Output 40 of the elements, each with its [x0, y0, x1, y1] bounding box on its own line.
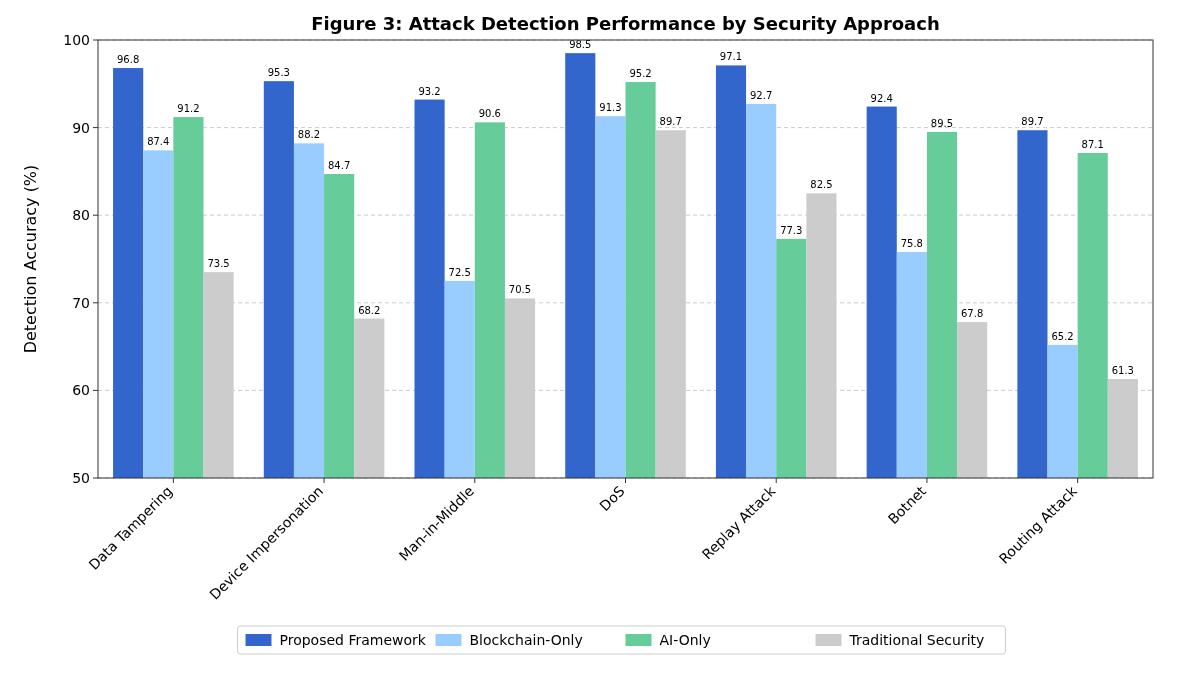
data-label: 65.2 — [1051, 330, 1074, 342]
data-label: 93.2 — [418, 85, 441, 97]
data-label: 91.2 — [177, 103, 200, 115]
data-label: 89.7 — [659, 116, 682, 128]
chart-title: Figure 3: Attack Detection Performance by Security Approach — [311, 13, 940, 34]
data-label: 87.4 — [147, 136, 170, 148]
data-label: 82.5 — [810, 179, 833, 191]
y-axis-title: Detection Accuracy (%) — [21, 164, 40, 354]
data-label: 84.7 — [328, 160, 351, 172]
data-label: 96.8 — [117, 54, 140, 66]
data-label: 91.3 — [599, 102, 622, 114]
y-tick-label: 80 — [72, 207, 90, 224]
data-label: 87.1 — [1081, 139, 1104, 150]
data-label: 75.8 — [900, 237, 923, 249]
y-tick-label: 50 — [72, 470, 90, 486]
legend-label: Blockchain-Only — [469, 632, 583, 648]
data-label: 95.3 — [267, 67, 290, 79]
data-label: 95.2 — [629, 68, 652, 80]
data-label: 61.3 — [1111, 365, 1134, 377]
data-label: 67.8 — [961, 308, 984, 320]
data-label: 88.2 — [297, 129, 321, 141]
legend-label: AI-Only — [659, 632, 711, 648]
data-label: 98.5 — [569, 39, 592, 51]
data-label: 73.5 — [207, 258, 230, 270]
y-tick-label: 70 — [72, 294, 90, 311]
data-label: 68.2 — [358, 304, 381, 316]
data-label: 89.5 — [930, 117, 954, 129]
data-label: 92.7 — [750, 89, 773, 101]
data-label: 72.5 — [448, 266, 471, 278]
legend-label: Proposed Framework — [279, 632, 427, 648]
data-label: 77.3 — [780, 224, 803, 236]
y-tick-label: 100 — [63, 32, 90, 48]
y-tick-label: 90 — [72, 119, 90, 136]
data-label: 89.7 — [1021, 116, 1044, 128]
data-label: 92.4 — [870, 92, 893, 104]
legend-label: Traditional Security — [848, 632, 985, 648]
y-tick-label: 60 — [72, 382, 90, 399]
data-label: 70.5 — [508, 284, 532, 296]
data-label: 97.1 — [719, 51, 743, 63]
data-label: 90.6 — [478, 108, 501, 120]
